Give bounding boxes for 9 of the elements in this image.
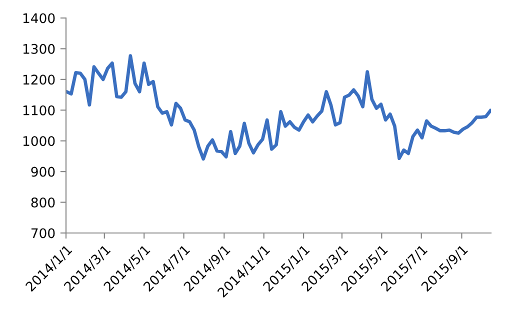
y-tick-label: 800 (31, 198, 55, 208)
y-tick-label: 1000 (23, 136, 55, 146)
y-tick-label: 700 (31, 228, 55, 238)
y-tick-label: 1100 (23, 105, 55, 116)
line-series (66, 54, 491, 161)
y-tick-label: 1400 (23, 13, 55, 24)
y-tick-label: 1300 (23, 44, 55, 54)
y-tick-label: 1200 (23, 74, 55, 85)
y-tick-label: 900 (31, 166, 55, 177)
